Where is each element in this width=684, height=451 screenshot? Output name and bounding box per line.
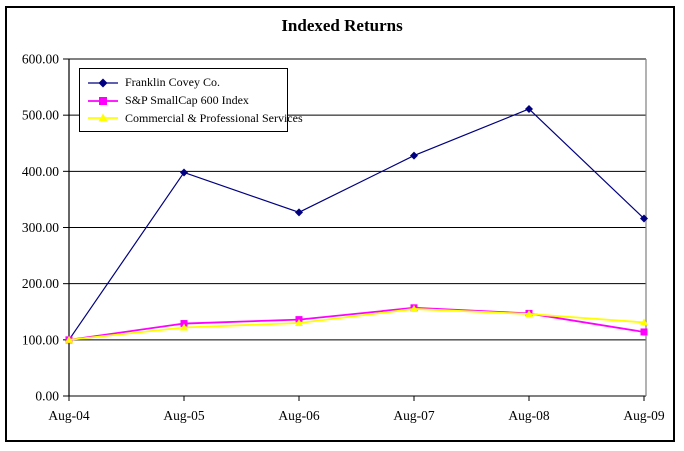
- legend-label: Commercial & Professional Services: [125, 110, 303, 125]
- series-line: [68, 308, 645, 341]
- x-tick-label: Aug-05: [163, 408, 204, 423]
- data-point-triangle: [640, 318, 648, 326]
- legend-item-commercial-services: Commercial & Professional Services: [87, 109, 303, 127]
- legend: Franklin Covey Co. S&P SmallCap 600 Inde…: [79, 68, 303, 132]
- y-tick-label: 500.00: [22, 108, 59, 123]
- x-tick-label: Aug-08: [508, 408, 549, 423]
- y-tick-label: 100.00: [22, 332, 59, 347]
- line-square-marker-icon: [88, 96, 118, 105]
- y-tick-label: 0.00: [35, 389, 59, 404]
- y-tick-label: 300.00: [22, 220, 59, 235]
- data-point-diamond: [295, 208, 303, 217]
- legend-item-franklin-covey: Franklin Covey Co.: [87, 74, 281, 92]
- data-point-diamond: [525, 104, 533, 113]
- data-point-triangle: [295, 318, 303, 326]
- data-point-diamond: [180, 168, 188, 177]
- data-point-triangle: [525, 309, 533, 317]
- legend-label: Franklin Covey Co.: [125, 75, 220, 90]
- chart-title: Indexed Returns: [281, 16, 403, 35]
- data-point-square: [99, 96, 107, 105]
- y-tick-label: 200.00: [22, 276, 59, 291]
- data-point-diamond: [98, 78, 108, 88]
- x-tick-label: Aug-06: [278, 408, 319, 423]
- x-tick-label: Aug-04: [48, 408, 89, 423]
- data-point-triangle: [410, 304, 418, 312]
- data-point-triangle: [65, 335, 73, 343]
- line-triangle-marker-icon: [88, 113, 118, 122]
- line-diamond-marker-icon: [88, 78, 118, 88]
- legend-item-sp-smallcap: S&P SmallCap 600 Index: [87, 92, 281, 110]
- data-point-diamond: [640, 214, 648, 223]
- data-point-triangle: [98, 113, 108, 122]
- data-point-diamond: [410, 151, 418, 160]
- series-line: [68, 108, 645, 341]
- x-tick-label: Aug-09: [623, 408, 664, 423]
- y-tick-label: 400.00: [22, 164, 59, 179]
- data-point-triangle: [180, 323, 188, 331]
- series-line: [68, 306, 645, 341]
- data-point-square: [640, 328, 648, 336]
- y-tick-label: 600.00: [22, 52, 59, 67]
- x-tick-label: Aug-07: [393, 408, 434, 423]
- legend-label: S&P SmallCap 600 Index: [125, 93, 249, 107]
